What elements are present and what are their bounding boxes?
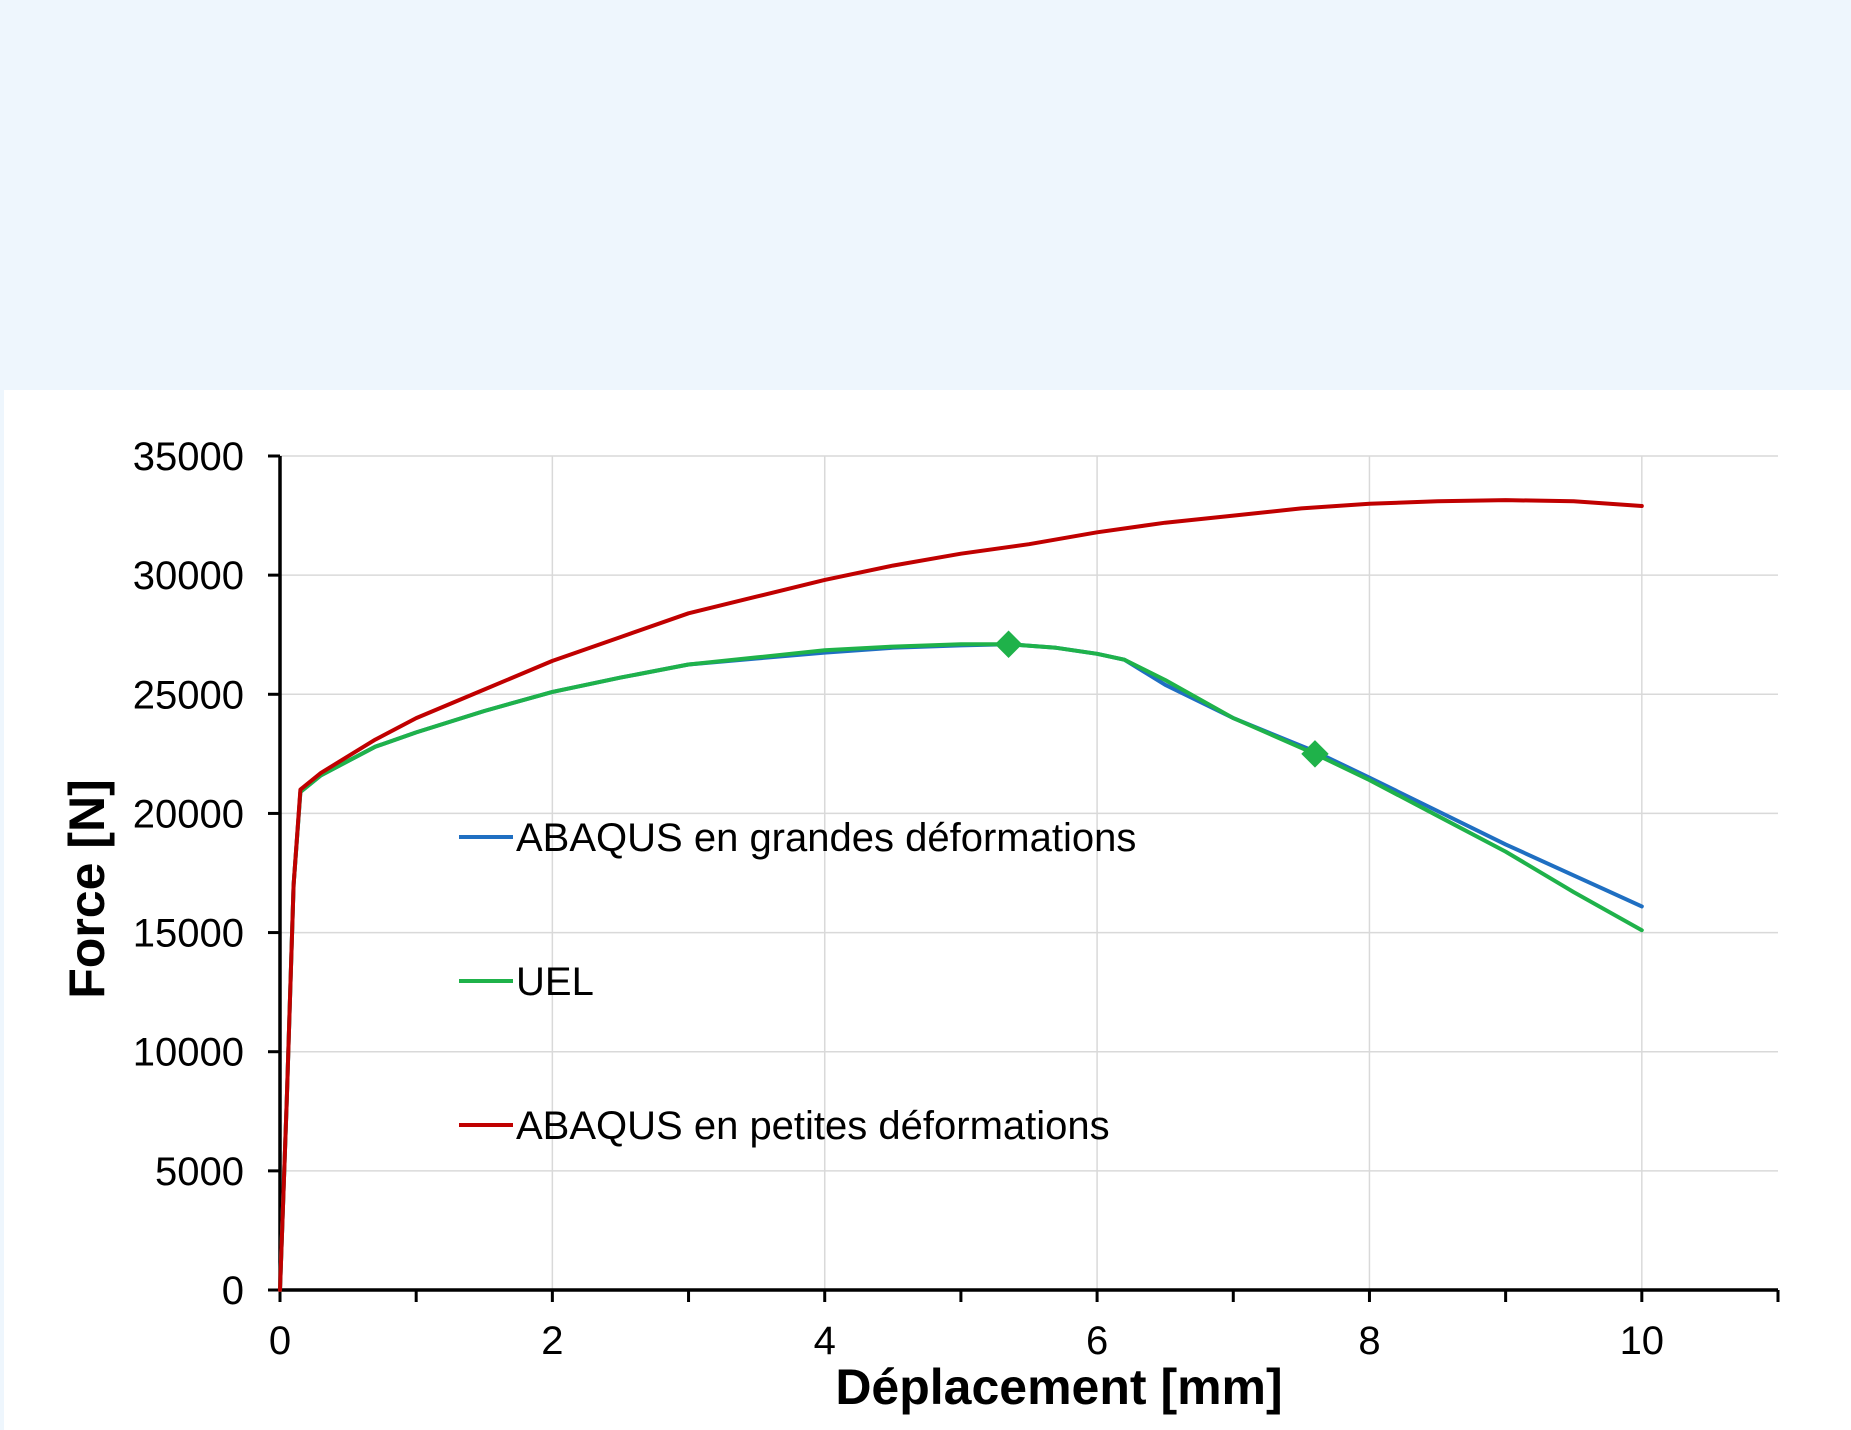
legend: ABAQUS en grandes déformations UEL ABAQUS … bbox=[459, 816, 1136, 1148]
data-markers bbox=[994, 630, 1329, 768]
y-tick-label: 20000 bbox=[133, 792, 244, 836]
x-tick-label: 2 bbox=[541, 1319, 563, 1363]
y-tick-label: 35000 bbox=[133, 435, 244, 479]
y-axis-title: Force [N] bbox=[59, 779, 115, 998]
line-chart: 0 5000 10000 15000 20000 25000 30000 35000 0 2 4 6… bbox=[59, 435, 1780, 1415]
y-tick-label: 25000 bbox=[133, 673, 244, 717]
y-tick-label: 30000 bbox=[133, 554, 244, 598]
x-tick-label: 0 bbox=[269, 1319, 291, 1363]
x-axis-title: Déplacement [mm] bbox=[835, 1359, 1282, 1415]
y-tick-label: 15000 bbox=[133, 912, 244, 956]
grid-lines bbox=[280, 455, 1778, 1290]
series-line-1 bbox=[278, 642, 1644, 1292]
x-tick-label: 8 bbox=[1358, 1319, 1380, 1363]
diamond-marker bbox=[994, 630, 1023, 658]
y-tick-label: 5000 bbox=[155, 1150, 244, 1194]
x-tick-labels: 0 2 4 6 8 10 bbox=[269, 1319, 1664, 1363]
diamond-marker bbox=[1301, 740, 1329, 768]
axes bbox=[268, 454, 1780, 1302]
series-lines bbox=[278, 498, 1644, 1292]
series-line-2 bbox=[278, 642, 1644, 1292]
y-tick-label: 0 bbox=[222, 1269, 244, 1313]
x-tick-label: 10 bbox=[1620, 1319, 1665, 1363]
x-tick-label: 4 bbox=[814, 1319, 836, 1363]
x-tick-label: 6 bbox=[1086, 1319, 1108, 1363]
legend-label: UEL bbox=[516, 960, 594, 1004]
series-line-3 bbox=[278, 498, 1644, 1292]
y-tick-label: 10000 bbox=[133, 1031, 244, 1075]
legend-label: ABAQUS en grandes déformations bbox=[516, 816, 1136, 860]
legend-label: ABAQUS en petites déformations bbox=[516, 1104, 1110, 1148]
y-tick-labels: 0 5000 10000 15000 20000 25000 30000 35000 bbox=[133, 435, 244, 1313]
chart-panel: 0 5000 10000 15000 20000 25000 30000 35000 0 2 4 6… bbox=[4, 390, 1851, 1430]
